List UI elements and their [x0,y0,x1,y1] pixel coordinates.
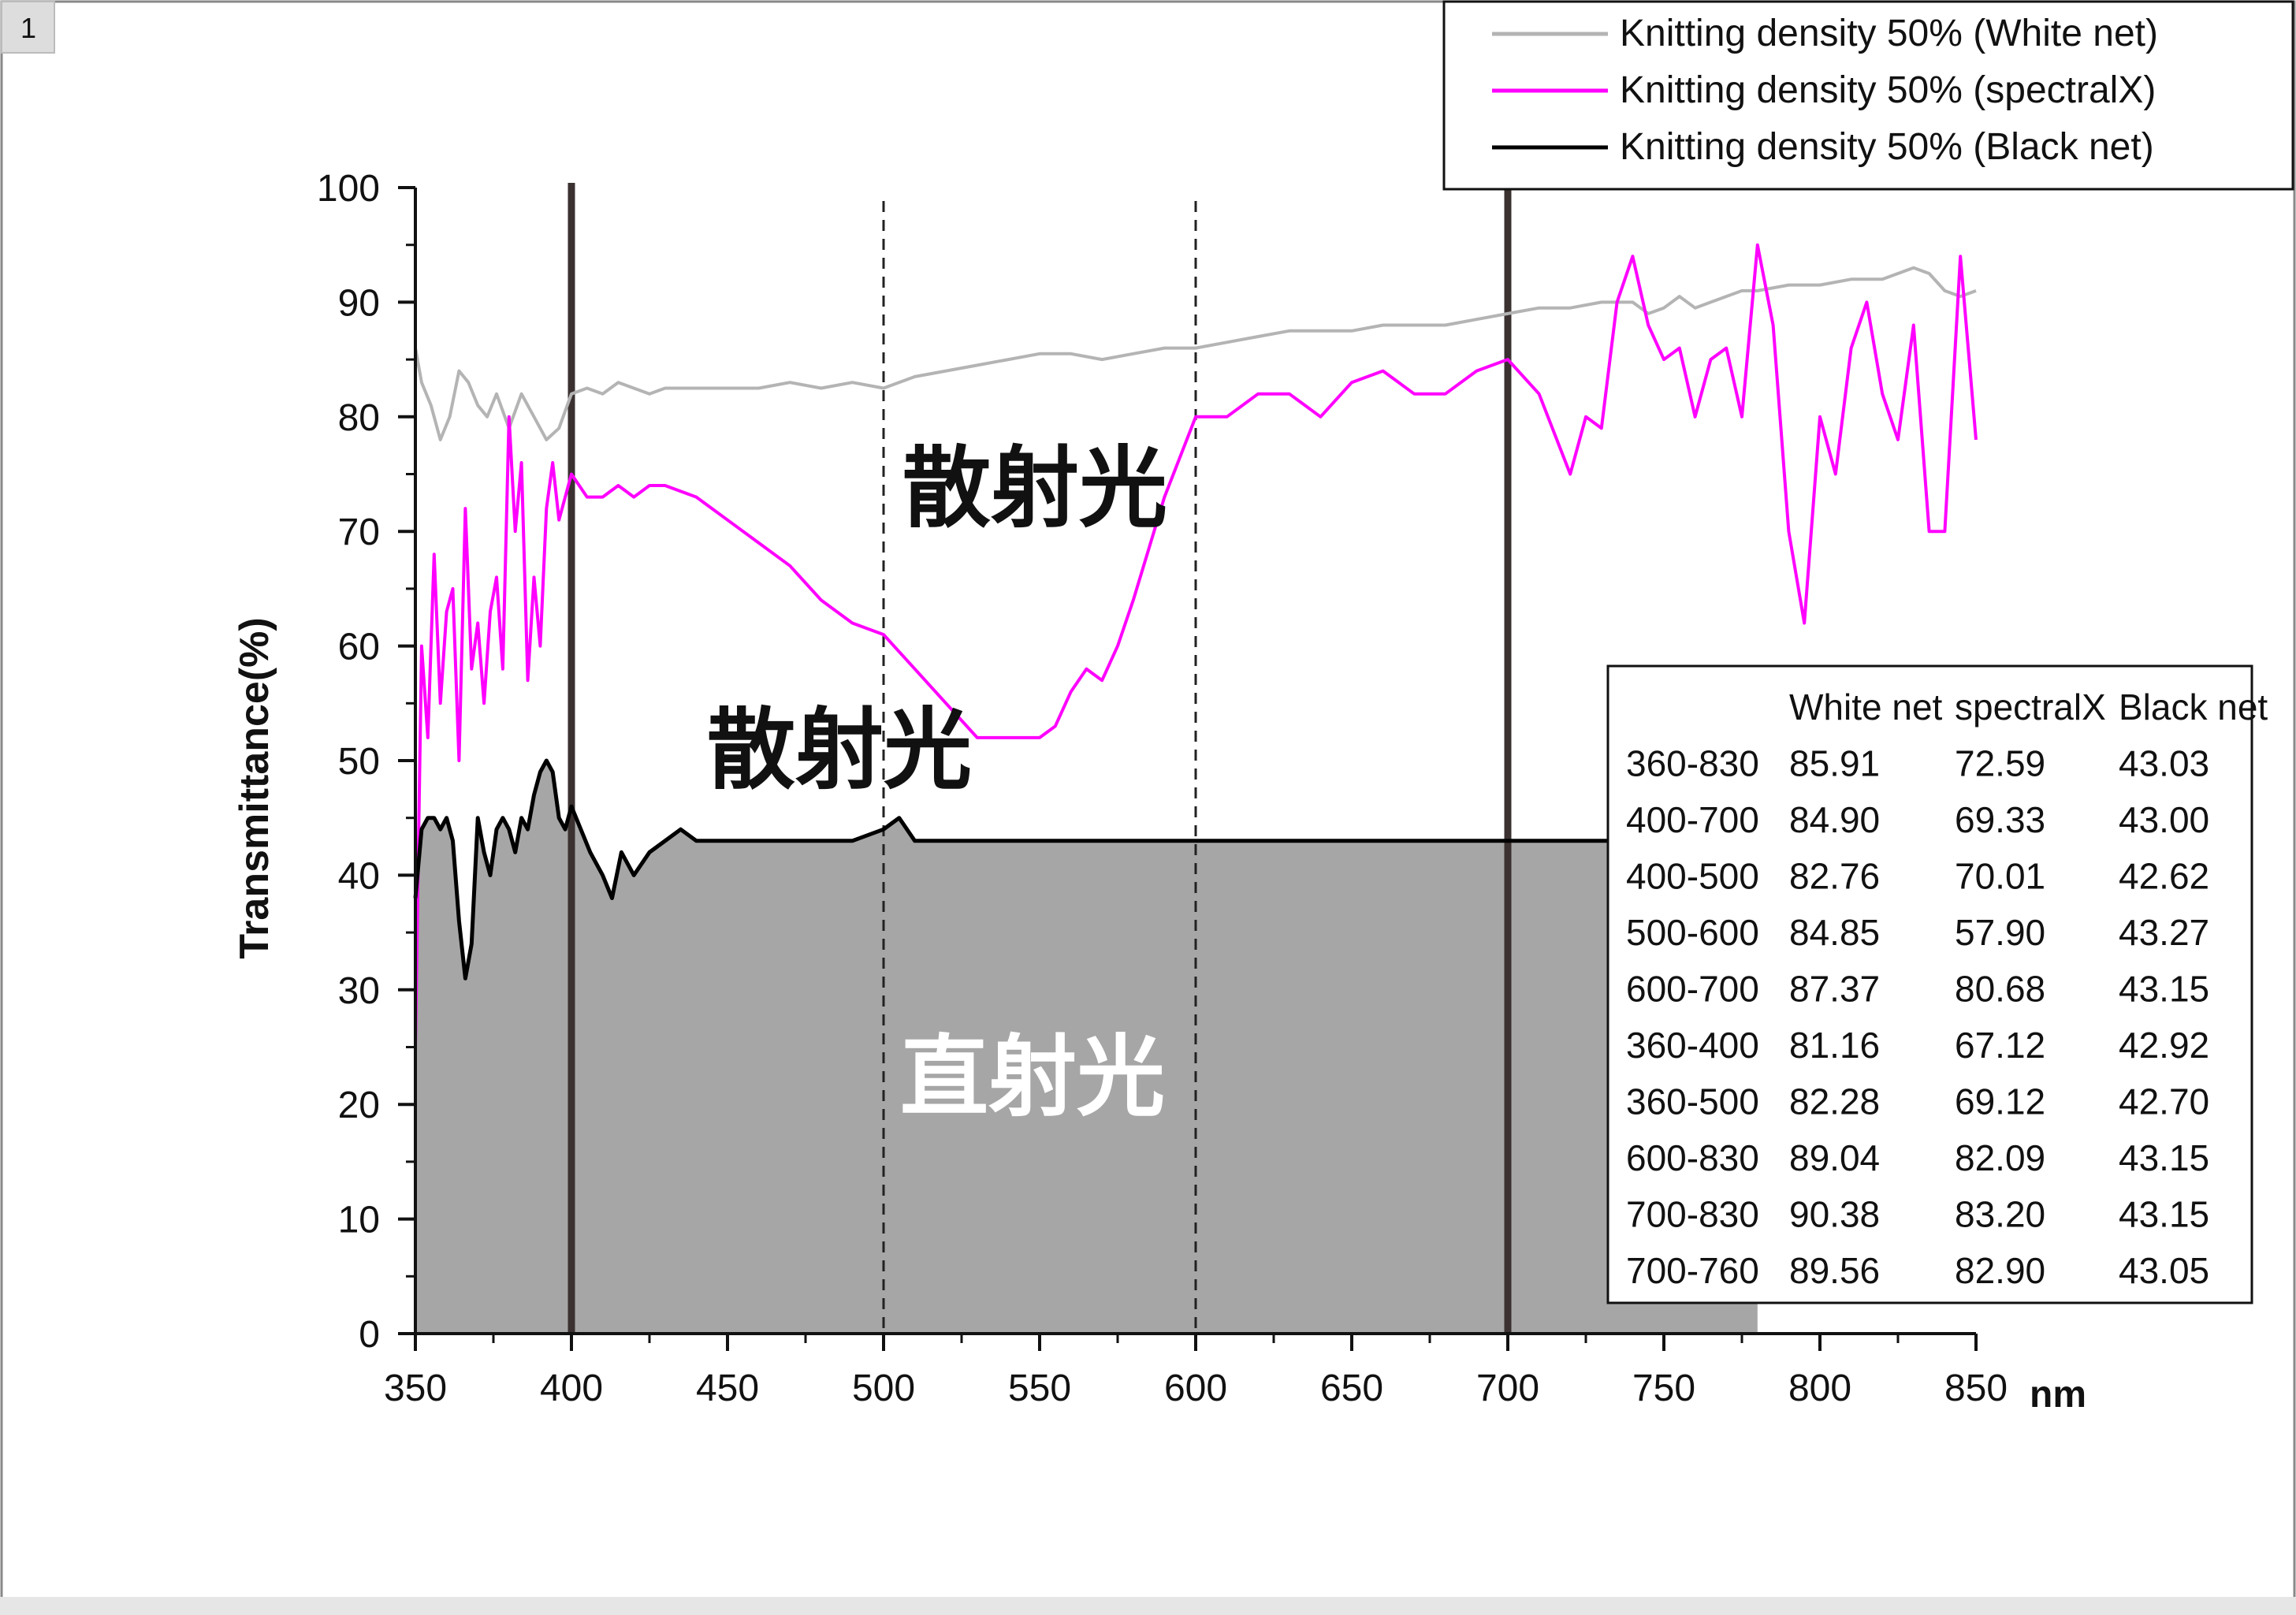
x-tick-label: 850 [1944,1368,2008,1409]
y-tick-label: 60 [338,627,380,668]
y-tick-label: 70 [338,512,380,553]
y-tick-label: 30 [338,970,380,1012]
table-cell: 43.00 [2119,799,2209,840]
x-tick-label: 600 [1164,1368,1227,1409]
table-cell: 42.70 [2119,1081,2209,1122]
table-cell: 90.38 [1789,1194,1880,1235]
x-tick-label: 350 [384,1368,447,1409]
legend: Knitting density 50% (White net) Knittin… [1442,0,2294,191]
table-cell: 69.12 [1955,1081,2045,1122]
table-header-cell: spectralX [1955,687,2106,727]
series-line-white-net [414,266,1977,441]
y-tick-label: 0 [359,1314,380,1356]
table-cell: 57.90 [1955,912,2045,953]
reference-lines [567,183,1512,1334]
table-cell: 700-760 [1626,1250,1759,1291]
table-cell: 42.92 [2119,1025,2209,1066]
legend-label-spectralx: Knitting density 50% (spectralX) [1620,69,2156,111]
table-cell: 360-500 [1626,1081,1759,1122]
table-cell: 43.15 [2119,969,2209,1010]
y-tick-label: 90 [338,282,380,324]
table-cell: 600-700 [1626,969,1759,1010]
table-box [1606,664,2253,1304]
table-cell: 80.68 [1955,969,2045,1010]
table-cell: 500-600 [1626,912,1759,953]
table-cell: 82.90 [1955,1250,2045,1291]
table-cell: 360-830 [1626,743,1759,784]
y-axis-title: Transmittance(%) [232,617,277,958]
table-cell: 400-700 [1626,799,1759,840]
table-cell: 700-830 [1626,1194,1759,1235]
series-layer [413,243,1978,1048]
table-cell: 43.05 [2119,1250,2209,1291]
summary-table: White net spectralX Black net 360-830 85.91 7… [1606,664,2268,1304]
x-tick-label: 800 [1788,1368,1851,1409]
y-tick-label: 40 [338,855,380,897]
table-cell: 70.01 [1955,856,2045,897]
x-tick-label: 650 [1320,1368,1383,1409]
scatter-annotation-upper: 散射光 [902,437,1167,540]
table-cell: 69.33 [1955,799,2045,840]
table-cell: 85.91 [1789,743,1880,784]
table-cell: 600-830 [1626,1137,1759,1178]
x-tick-label: 450 [696,1368,759,1409]
table-header-cell: White net [1789,687,1943,727]
scatter-annotation-lower: 散射光 [707,698,972,802]
x-tick-label: 400 [540,1368,603,1409]
series-line-spectralx [414,243,1978,1048]
table-cell: 43.15 [2119,1194,2209,1235]
table-cell: 89.56 [1789,1250,1880,1291]
table-cell: 84.90 [1789,799,1880,840]
table-cell: 83.20 [1955,1194,2045,1235]
bottom-strip [0,1597,2296,1615]
axes: 0 10 20 30 40 50 60 70 80 90 100 350 400 450 500 550 600… [317,168,2008,1409]
table-cell: 81.16 [1789,1025,1880,1066]
x-tick-label: 700 [1476,1368,1539,1409]
table-cell: 72.59 [1955,743,2045,784]
table-cell: 82.76 [1789,856,1880,897]
legend-label-white-net: Knitting density 50% (White net) [1620,13,2158,54]
panel-number: 1 [20,12,36,44]
table-cell: 360-400 [1626,1025,1759,1066]
table-cell: 82.09 [1955,1137,2045,1178]
x-tick-label: 750 [1632,1368,1695,1409]
table-cell: 84.85 [1789,912,1880,953]
table-cell: 67.12 [1955,1025,2045,1066]
y-tick-label: 80 [338,397,380,439]
direct-light-fill [415,761,1758,1334]
x-tick-label: 550 [1008,1368,1071,1409]
x-axis-unit: nm [2030,1374,2086,1416]
y-tick-label: 50 [338,741,380,783]
direct-light-area [415,761,1758,1334]
y-tick-label: 20 [338,1085,380,1126]
x-tick-label: 500 [852,1368,915,1409]
table-cell: 43.27 [2119,912,2209,953]
table-cell: 82.28 [1789,1081,1880,1122]
table-cell: 43.15 [2119,1137,2209,1178]
table-cell: 43.03 [2119,743,2209,784]
y-tick-label: 10 [338,1200,380,1241]
legend-label-black-net: Knitting density 50% (Black net) [1620,126,2154,168]
series-line-black-net [413,758,1758,981]
direct-annotation: 直射光 [900,1025,1165,1129]
y-tick-label: 100 [317,168,380,210]
table-cell: 89.04 [1789,1137,1880,1178]
table-cell: 400-500 [1626,856,1759,897]
table-cell: 87.37 [1789,969,1880,1010]
table-header-cell: Black net [2119,687,2268,727]
table-cell: 42.62 [2119,856,2209,897]
panel-number-badge [1,1,55,54]
